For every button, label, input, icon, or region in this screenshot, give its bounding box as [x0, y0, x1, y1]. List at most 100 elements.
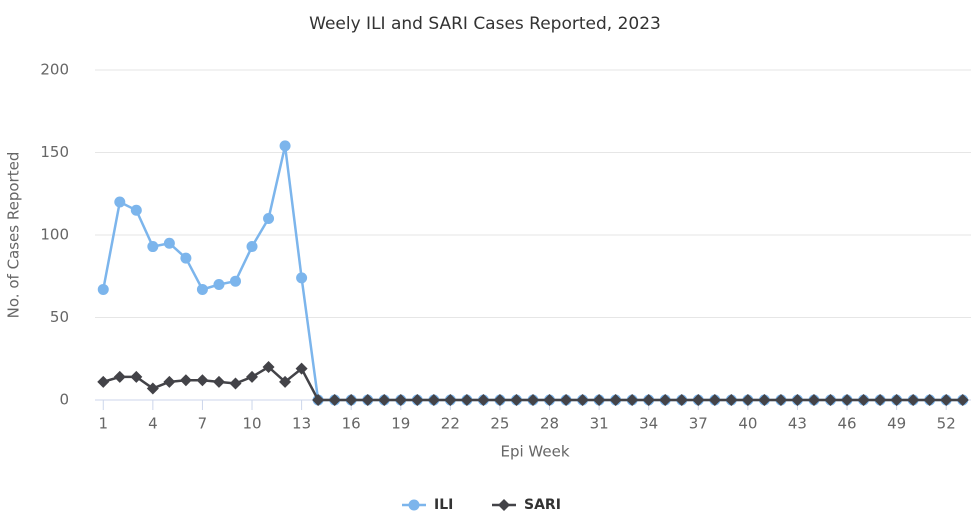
marker [279, 140, 291, 152]
marker [477, 394, 490, 406]
marker [212, 375, 225, 388]
marker [609, 394, 622, 406]
legend-marker [498, 499, 510, 511]
marker [394, 394, 407, 406]
marker [460, 394, 473, 406]
marker [114, 196, 126, 208]
marker [708, 394, 721, 406]
marker [263, 213, 275, 224]
series-line [102, 145, 963, 402]
marker [246, 370, 259, 383]
marker [196, 283, 208, 295]
y-tick-label: 100 [40, 226, 69, 244]
marker [378, 394, 391, 406]
marker [940, 394, 953, 406]
marker [576, 394, 589, 406]
legend-label: SARI [524, 497, 561, 513]
marker [130, 370, 143, 383]
marker [956, 394, 969, 406]
marker [874, 394, 887, 406]
marker [97, 283, 109, 295]
marker [279, 375, 292, 388]
marker [725, 394, 738, 406]
marker [312, 394, 325, 406]
legend-item[interactable]: ILI [402, 497, 453, 513]
marker [229, 377, 242, 390]
marker [262, 361, 275, 373]
y-tick-label: 50 [50, 308, 69, 326]
marker [510, 394, 523, 406]
marker [427, 394, 440, 406]
y-tick-label: 200 [40, 61, 69, 79]
marker [807, 394, 820, 406]
marker [857, 394, 870, 406]
marker [493, 394, 506, 406]
marker [163, 237, 175, 249]
x-tick-label: 34 [639, 415, 658, 433]
marker [907, 394, 920, 406]
marker [163, 375, 176, 388]
marker [246, 241, 258, 253]
y-axis-title: No. of Cases Reported [5, 152, 23, 319]
y-tick-label: 0 [59, 391, 69, 409]
x-tick-label: 7 [198, 415, 208, 433]
marker [642, 394, 655, 406]
marker [774, 394, 787, 406]
marker [741, 394, 754, 406]
x-tick-label: 13 [292, 415, 311, 433]
marker [229, 275, 241, 287]
x-tick-label: 31 [590, 415, 609, 433]
marker [626, 394, 639, 406]
x-tick-label: 1 [98, 415, 108, 433]
marker [345, 394, 358, 406]
marker [196, 374, 209, 387]
marker [692, 394, 705, 406]
marker [361, 394, 374, 406]
marker [411, 394, 424, 406]
marker [527, 394, 539, 406]
marker [593, 394, 606, 406]
x-tick-label: 43 [788, 415, 807, 433]
marker [113, 370, 126, 383]
marker [179, 374, 192, 387]
x-tick-label: 10 [242, 415, 261, 433]
marker [543, 394, 556, 406]
marker [560, 394, 573, 406]
y-tick-label: 150 [40, 143, 69, 161]
marker [295, 362, 308, 375]
marker [130, 204, 142, 216]
marker [328, 394, 341, 406]
x-axis-title: Epi Week [500, 443, 569, 461]
marker [675, 394, 688, 406]
marker [444, 394, 457, 406]
marker [841, 394, 854, 406]
marker [296, 272, 308, 284]
marker [824, 394, 837, 406]
x-tick-label: 37 [689, 415, 708, 433]
x-tick-label: 16 [342, 415, 361, 433]
chart-title: Weely ILI and SARI Cases Reported, 2023 [309, 14, 661, 34]
marker [97, 375, 110, 388]
x-tick-label: 40 [738, 415, 757, 433]
x-tick-label: 49 [887, 415, 906, 433]
legend-item[interactable]: SARI [492, 497, 561, 513]
x-tick-label: 4 [148, 415, 158, 433]
legend-marker [408, 499, 420, 511]
marker [758, 394, 771, 406]
x-tick-label: 46 [837, 415, 856, 433]
legend-label: ILI [434, 497, 453, 513]
marker [890, 394, 903, 406]
marker [791, 394, 804, 406]
marker [213, 279, 225, 290]
x-tick-label: 28 [540, 415, 559, 433]
marker [147, 241, 159, 253]
x-tick-label: 25 [490, 415, 509, 433]
marker [146, 382, 159, 395]
x-tick-label: 19 [391, 415, 410, 433]
marker [659, 394, 672, 406]
marker [923, 394, 936, 406]
marker [180, 252, 192, 264]
x-tick-label: 22 [441, 415, 460, 433]
x-tick-label: 52 [937, 415, 956, 433]
